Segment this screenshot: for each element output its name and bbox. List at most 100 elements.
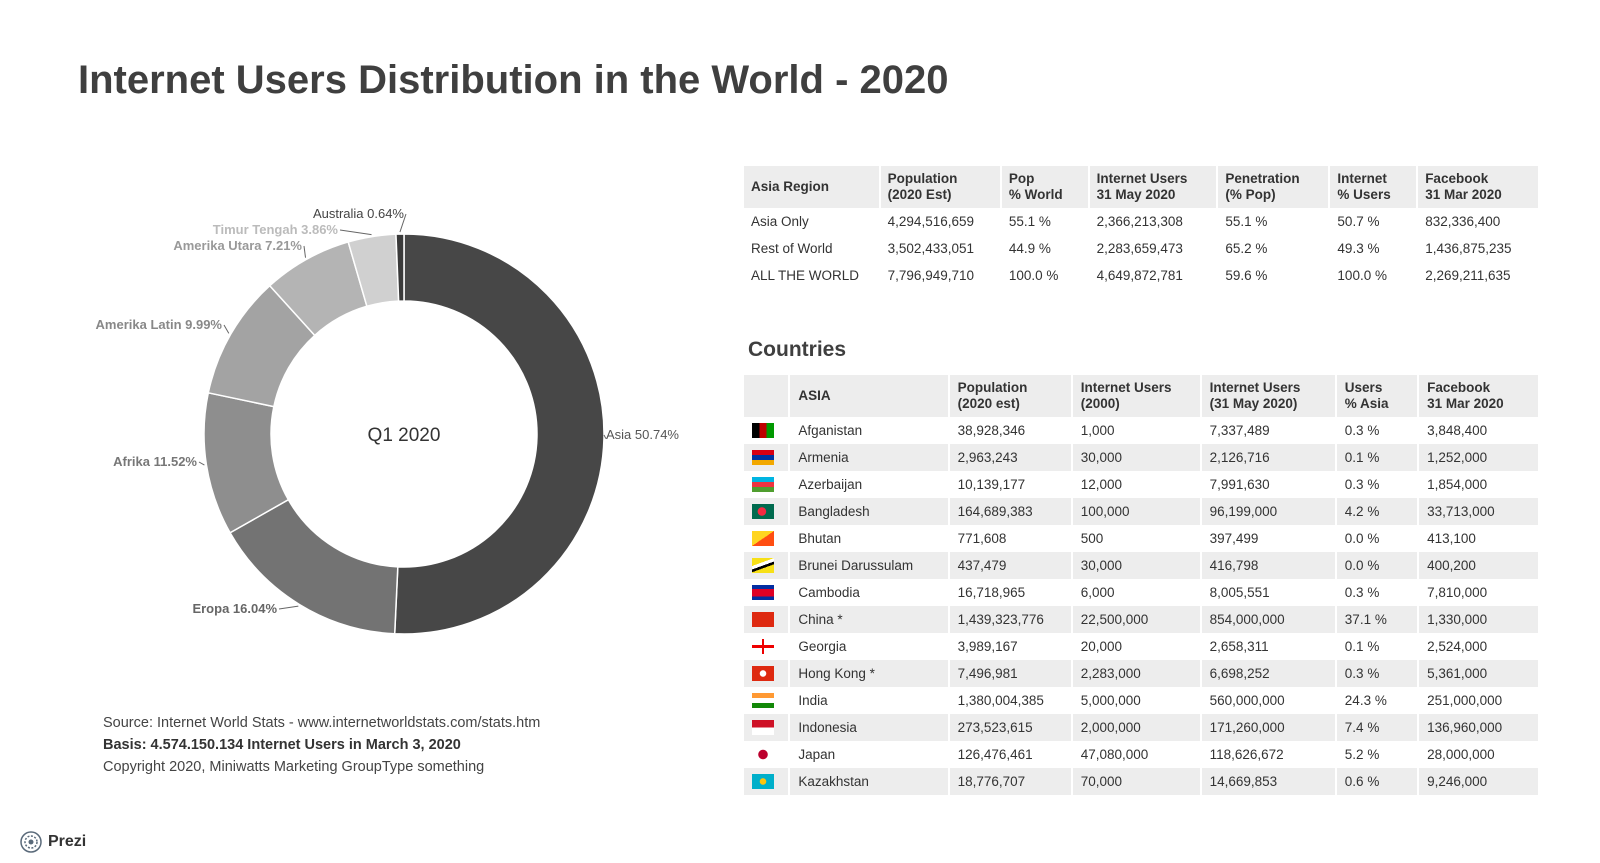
table-row: Hong Kong * 7,496,981 2,283,000 6,698,252 0.… [744, 660, 1540, 687]
table-cell: Asia Only [744, 208, 881, 235]
table-row: Bhutan 771,608 500 397,499 0.0 % 413,100 [744, 525, 1540, 552]
column-header: Population (2020 Est) [879, 166, 1002, 208]
table-cell: 2,366,213,308 [1088, 208, 1219, 235]
table-cell: Cambodia [789, 579, 950, 606]
table-cell: 1,854,000 [1418, 471, 1540, 498]
table-cell: Georgia [789, 633, 950, 660]
table-cell: 0.0 % [1335, 552, 1420, 579]
table-cell: 413,100 [1418, 525, 1540, 552]
table-cell: 437,479 [948, 552, 1073, 579]
bhutan-flag-icon [752, 531, 774, 547]
table-cell: 273,523,615 [948, 714, 1073, 741]
table-cell: Brunei Darussulam [789, 552, 950, 579]
table-cell: 50.7 % [1329, 208, 1419, 235]
slice-label: Amerika Utara 7.21% [173, 238, 302, 253]
table-cell: 6,698,252 [1200, 660, 1337, 687]
table-cell: 8,005,551 [1200, 579, 1337, 606]
table-row: Kazakhstan 18,776,707 70,000 14,669,853 0.6 … [744, 768, 1540, 795]
basis-line: Basis: 4.574.150.134 Internet Users in M… [103, 737, 461, 753]
column-header: Internet Users 31 May 2020 [1088, 166, 1219, 208]
table-cell: 171,260,000 [1200, 714, 1337, 741]
flag-cell [744, 741, 791, 768]
table-row: Afganistan 38,928,346 1,000 7,337,489 0.3 % 3… [744, 417, 1540, 444]
table-cell: 3,502,433,051 [879, 235, 1002, 262]
table-cell: India [789, 687, 950, 714]
table-cell: 9,246,000 [1418, 768, 1540, 795]
table-cell: 2,524,000 [1418, 633, 1540, 660]
table-cell: 1,252,000 [1418, 444, 1540, 471]
table-cell: 4.2 % [1335, 498, 1420, 525]
table-cell: 100,000 [1071, 498, 1202, 525]
table-cell: Indonesia [789, 714, 950, 741]
flag-cell [744, 687, 791, 714]
table-cell: 500 [1071, 525, 1202, 552]
table-cell: 38,928,346 [948, 417, 1073, 444]
slice-label: Afrika 11.52% [113, 454, 197, 469]
table-cell: 55.1 % [1217, 208, 1331, 235]
flag-cell [744, 471, 791, 498]
table-cell: 126,476,461 [948, 741, 1073, 768]
table-row: Bangladesh 164,689,383 100,000 96,199,000 4.… [744, 498, 1540, 525]
flag-cell [744, 417, 791, 444]
column-header: Facebook 31 Mar 2020 [1418, 375, 1540, 417]
table-row: India 1,380,004,385 5,000,000 560,000,000 24… [744, 687, 1540, 714]
table-header-row: ASIA Population (2020 est) Internet Users (2… [744, 375, 1540, 417]
countries-title: Countries [748, 338, 847, 361]
table-cell: 100.0 % [1000, 262, 1090, 289]
country-table: ASIA Population (2020 est) Internet Users (2… [744, 375, 1540, 795]
column-header: Pop% World [1000, 166, 1090, 208]
table-cell: 400,200 [1418, 552, 1540, 579]
table-cell: 1,380,004,385 [948, 687, 1073, 714]
table-cell: Bangladesh [789, 498, 950, 525]
table-cell: 28,000,000 [1418, 741, 1540, 768]
table-cell: 0.3 % [1335, 660, 1420, 687]
source-line: Source: Internet World Stats - www.inter… [103, 715, 541, 731]
flag-cell [744, 498, 791, 525]
table-cell: China * [789, 606, 950, 633]
table-cell: 7.4 % [1335, 714, 1420, 741]
table-cell: 12,000 [1071, 471, 1202, 498]
donut-slice [395, 233, 405, 302]
table-cell: 136,960,000 [1418, 714, 1540, 741]
table-cell: 33,713,000 [1418, 498, 1540, 525]
table-row: Rest of World 3,502,433,051 44.9 % 2,283,65… [744, 235, 1540, 262]
table-cell: 854,000,000 [1200, 606, 1337, 633]
table-cell: 7,496,981 [948, 660, 1073, 687]
table-cell: 6,000 [1071, 579, 1202, 606]
column-header: Population (2020 est) [948, 375, 1073, 417]
table-row: Armenia 2,963,243 30,000 2,126,716 0.1 % 1,25… [744, 444, 1540, 471]
table-cell: 1,436,875,235 [1417, 235, 1540, 262]
slice-label: Australia 0.64% [313, 206, 404, 221]
slice-label: Amerika Latin 9.99% [96, 317, 223, 332]
table-cell: 0.3 % [1335, 579, 1420, 606]
brunei-flag-icon [752, 558, 774, 574]
georgia-flag-icon [752, 639, 774, 655]
table-cell: 37.1 % [1335, 606, 1420, 633]
donut-chart: Asia 50.74% Eropa 16.04% Afrika 11.52% Amer… [96, 206, 679, 635]
table-cell: 22,500,000 [1071, 606, 1202, 633]
table-row: Azerbaijan 10,139,177 12,000 7,991,630 0.3 %… [744, 471, 1540, 498]
label-leader-line [278, 605, 299, 610]
bangladesh-flag-icon [752, 504, 774, 520]
label-leader-line [603, 434, 607, 439]
flag-cell [744, 606, 791, 633]
table-cell: 2,658,311 [1200, 633, 1337, 660]
column-header: Internet Users (2000) [1071, 375, 1202, 417]
table-cell: 832,336,400 [1417, 208, 1540, 235]
table-row: Georgia 3,989,167 20,000 2,658,311 0.1 % 2,52… [744, 633, 1540, 660]
table-row: Japan 126,476,461 47,080,000 118,626,672 5.2… [744, 741, 1540, 768]
table-cell: 397,499 [1200, 525, 1337, 552]
flag-cell [744, 768, 791, 795]
column-header [744, 375, 791, 417]
indonesia-flag-icon [752, 720, 774, 736]
table-cell: 49.3 % [1329, 235, 1419, 262]
slice-label: Timur Tengah 3.86% [213, 222, 339, 237]
prezi-logo[interactable]: Prezi [20, 831, 86, 853]
afghanistan-flag-icon [752, 423, 774, 439]
table-cell: Bhutan [789, 525, 950, 552]
cambodia-flag-icon [752, 585, 774, 601]
table-cell: 16,718,965 [948, 579, 1073, 606]
table-cell: 3,989,167 [948, 633, 1073, 660]
table-cell: Afganistan [789, 417, 950, 444]
kazakhstan-flag-icon [752, 774, 774, 790]
